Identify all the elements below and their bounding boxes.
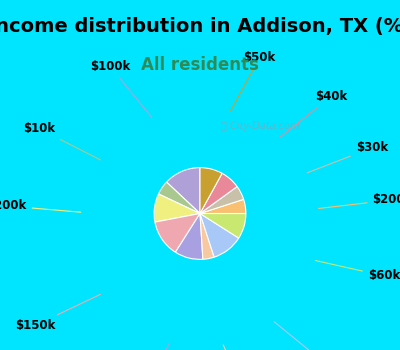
- Text: $50k: $50k: [230, 51, 276, 111]
- Text: > $200k: > $200k: [0, 199, 81, 212]
- Wedge shape: [200, 168, 222, 214]
- Text: $60k: $60k: [316, 260, 400, 282]
- Wedge shape: [176, 214, 203, 259]
- Text: $40k: $40k: [280, 90, 348, 137]
- Text: $100k: $100k: [90, 60, 152, 117]
- Wedge shape: [200, 214, 214, 259]
- Text: $200k: $200k: [319, 193, 400, 209]
- Text: All residents: All residents: [141, 56, 259, 75]
- Wedge shape: [158, 182, 200, 214]
- Wedge shape: [200, 173, 237, 214]
- Wedge shape: [166, 168, 200, 214]
- Text: $30k: $30k: [307, 141, 388, 173]
- Wedge shape: [200, 187, 244, 214]
- Text: $125k: $125k: [274, 322, 348, 350]
- Text: $75k: $75k: [124, 343, 170, 350]
- Text: ⓘ City-Data.com: ⓘ City-Data.com: [221, 121, 299, 131]
- Text: $20k: $20k: [223, 345, 265, 350]
- Wedge shape: [200, 214, 239, 257]
- Text: Income distribution in Addison, TX (%): Income distribution in Addison, TX (%): [0, 18, 400, 36]
- Wedge shape: [155, 214, 200, 252]
- Wedge shape: [154, 194, 200, 222]
- Text: $150k: $150k: [15, 294, 100, 332]
- Wedge shape: [200, 214, 246, 238]
- Text: $10k: $10k: [23, 122, 100, 160]
- Wedge shape: [200, 199, 246, 213]
